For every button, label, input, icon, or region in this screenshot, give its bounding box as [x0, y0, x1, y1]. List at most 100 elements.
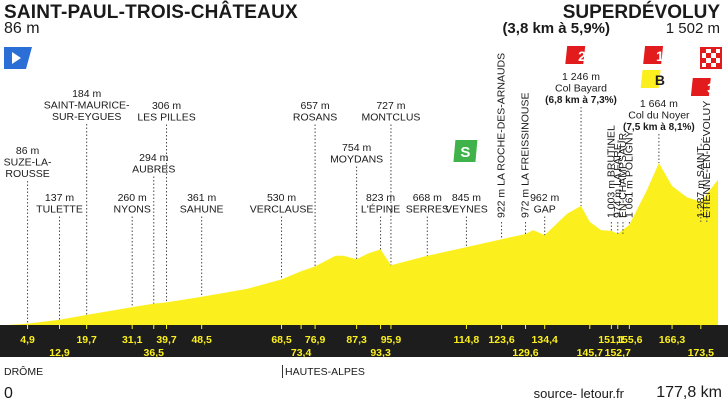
km-mark-label: 173,5 [688, 347, 714, 359]
finish-town: SUPERDÉVOLUY [562, 2, 720, 23]
vertical-place-label: ÉTIENNE-EN-DÉVOLUY [700, 101, 713, 218]
place-label: AUBRES [132, 164, 175, 176]
place-label: ROSANS [293, 112, 337, 124]
finish-flag-square [706, 63, 711, 68]
cat-3-badge-label: 3 [707, 80, 715, 96]
place-label: TULETTE [36, 204, 83, 216]
km-mark-label: 36,5 [144, 347, 165, 359]
place-label: 657 m [300, 100, 329, 112]
place-label: 962 m [530, 192, 559, 204]
cat-1-badge [643, 46, 664, 64]
vertical-place-label: 974 m LA FARE- [612, 139, 624, 218]
place-label: 727 m [376, 100, 405, 112]
place-label: 260 m [118, 192, 147, 204]
place-label: 845 m [452, 192, 481, 204]
km-mark-label: 4,9 [20, 334, 35, 346]
place-label: SAINT-MAURICE- [44, 100, 130, 112]
sprint-icon [453, 140, 478, 162]
sprint-icon-label: S [460, 144, 470, 161]
km-mark-label: 48,5 [191, 334, 212, 346]
finish-flag-square [701, 48, 706, 53]
finish-flag-square [711, 58, 716, 63]
km-total: 177,8 km [656, 384, 722, 401]
place-label: 754 m [342, 142, 371, 154]
km-mark-label: 39,7 [156, 334, 177, 346]
place-label: 823 m [366, 192, 395, 204]
start-altitude: 86 m [4, 20, 40, 37]
place-label: 1 246 m [562, 71, 600, 83]
place-label: Col Bayard [555, 83, 607, 95]
place-label: 294 m [139, 152, 168, 164]
finish-altitude: 1 502 m [665, 20, 720, 37]
km-mark-label: 134,4 [532, 334, 558, 346]
finish-flag-square [716, 63, 721, 68]
km-mark-label: 129,6 [512, 347, 538, 359]
region-hautes-alpes: HAUTES-ALPES [282, 365, 365, 378]
finish-flag-square [706, 53, 711, 58]
place-label: SERRES [406, 204, 449, 216]
km-mark-label: 19,7 [76, 334, 97, 346]
place-label: 530 m [267, 192, 296, 204]
km-mark-label: 95,9 [381, 334, 402, 346]
source-credit: source- letour.fr [533, 386, 624, 401]
vertical-place-label: 1 003 m BRUTINEL [605, 125, 617, 218]
place-label: SAHUNE [180, 204, 224, 216]
bonus-badge [640, 70, 661, 88]
place-label: MOYDANS [330, 154, 383, 166]
place-label: LES PILLES [137, 112, 195, 124]
place-label: NYONS [114, 204, 151, 216]
cat-2-badge [565, 46, 586, 64]
region-drome: DRÔME [4, 366, 44, 378]
place-label: VEYNES [445, 204, 488, 216]
place-label: ROUSSE [5, 168, 49, 180]
cat-3-badge [690, 78, 711, 96]
km-mark-label: 87,3 [346, 334, 367, 346]
place-label: 668 m [413, 192, 442, 204]
cat-1-badge-label: 1 [656, 48, 664, 64]
finish-flag-square [701, 58, 706, 63]
km-mark-label: 166,3 [659, 334, 685, 346]
place-label: MONTCLUS [361, 112, 420, 124]
vertical-place-label: 1 061 m POLIGNY [623, 130, 635, 218]
finish-climb: (3,8 km à 5,9%) [502, 20, 610, 37]
start-flag-icon [4, 47, 32, 69]
vertical-place-label: 1 287 m SAINT- [695, 143, 707, 218]
place-label: 184 m [72, 88, 101, 100]
km-mark-label: 152,7 [605, 347, 631, 359]
km-bar [0, 325, 728, 357]
vertical-place-label: EN-CHAMPSAUR [617, 132, 629, 218]
place-label: 306 m [152, 100, 181, 112]
km-mark-label: 73,4 [291, 347, 312, 359]
km-mark-label: 151,1 [598, 334, 624, 346]
place-label: Col du Noyer [628, 110, 690, 122]
place-label: GAP [534, 204, 556, 216]
km-mark-label: 31,1 [122, 334, 143, 346]
place-label: 361 m [187, 192, 216, 204]
km-mark-label: 145,7 [577, 347, 603, 359]
place-label: SUZE-LA- [4, 157, 52, 169]
finish-flag-square [716, 53, 721, 58]
place-label: SUR-EYGUES [52, 111, 121, 123]
place-label: 1 664 m [640, 98, 678, 110]
vertical-place-label: 972 m LA FREISSINOUSE [520, 93, 532, 218]
place-label: VERCLAUSE [250, 204, 314, 216]
km-mark-label: 114,8 [454, 334, 480, 346]
place-label: (6,8 km à 7,3%) [545, 95, 617, 106]
vertical-place-label: 922 m LA ROCHE-DES-ARNAUDS [496, 53, 508, 218]
place-label: 137 m [45, 192, 74, 204]
place-label: 86 m [16, 145, 40, 157]
start-town: SAINT-PAUL-TROIS-CHÂTEAUX [4, 2, 298, 23]
km-mark-label: 68,5 [271, 334, 292, 346]
km-mark-label: 12,9 [49, 347, 70, 359]
km-mark-label: 123,6 [488, 334, 514, 346]
km-mark-label: 155,6 [616, 334, 642, 346]
km-mark-label: 93,3 [370, 347, 391, 359]
finish-flag-square [711, 48, 716, 53]
place-label: L'ÉPINE [361, 203, 400, 216]
profile-area [8, 163, 718, 325]
km-start: 0 [4, 385, 13, 402]
place-label: (7,5 km à 8,1%) [623, 122, 695, 133]
cat-2-badge-label: 2 [578, 48, 586, 64]
